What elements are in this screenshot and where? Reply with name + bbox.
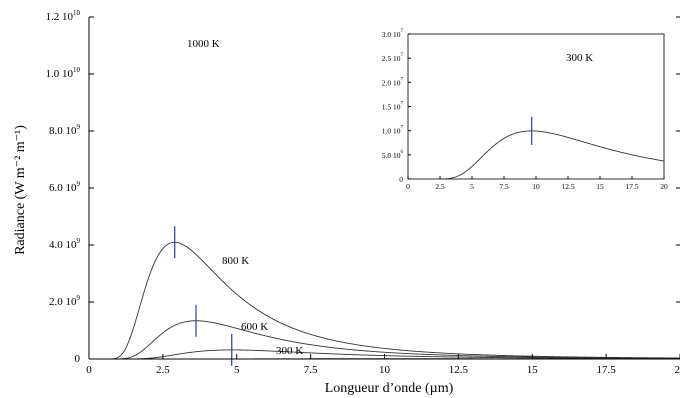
main-y-tick-label: 2.0 109 xyxy=(49,294,81,308)
inset-y-tick-label: 1.5 107 xyxy=(382,102,404,112)
main-x-tick-label: 10 xyxy=(379,364,391,376)
main-x-tick-label: 12.5 xyxy=(449,364,469,376)
main-label-1000-k: 1000 K xyxy=(187,38,220,50)
main-x-tick-label: 17.5 xyxy=(597,364,617,376)
inset-x-tick-label: 20 xyxy=(660,182,668,191)
main-curve-600-k xyxy=(90,349,680,360)
main-y-tick-label: 1.2 1010 xyxy=(46,9,81,23)
main-plot: 0 2.5 5 7.5 10 12.5 15 17.5 20 0 2.0 109 4.0 109 6.… xyxy=(13,9,680,396)
inset-curve-300-k xyxy=(408,130,665,180)
inset-plot: 0 2.5 5 7.5 10 12.5 15 17.5 20 0 5.0 106 1.0 107 1.… xyxy=(382,29,668,191)
inset-label-300-k: 300 K xyxy=(566,52,593,64)
inset-y-tick-label: 0 xyxy=(399,175,403,184)
main-y-ticks: 0 2.0 109 4.0 109 6.0 109 8.0 109 1.0 1010 1.2… xyxy=(46,9,680,365)
inset-x-tick-label: 17.5 xyxy=(625,182,638,191)
main-label-600-k: 600 K xyxy=(241,321,268,333)
main-x-tick-label: 0 xyxy=(86,364,92,376)
inset-curve-labels: 300 K xyxy=(566,52,593,64)
main-y-tick-label: 6.0 109 xyxy=(49,180,81,194)
inset-x-tick-label: 7.5 xyxy=(499,182,509,191)
main-x-tick-label: 15 xyxy=(527,364,539,376)
main-label-800-k: 800 K xyxy=(222,255,249,267)
inset-y-tick-label: 2.5 107 xyxy=(382,53,404,63)
inset-curves xyxy=(408,130,665,180)
main-peak-markers xyxy=(174,226,233,366)
main-x-ticks: 0 2.5 5 7.5 10 12.5 15 17.5 20 xyxy=(86,354,680,376)
main-y-tick-label: 1.0 1010 xyxy=(46,66,81,80)
inset-frame xyxy=(407,33,665,180)
main-x-tick-label: 7.5 xyxy=(304,364,318,376)
inset-x-tick-label: 15 xyxy=(596,182,604,191)
inset-y-tick-label: 2.0 107 xyxy=(382,77,404,87)
main-x-tick-label: 5 xyxy=(234,364,240,376)
main-y-tick-label: 8.0 109 xyxy=(49,123,81,137)
main-y-tick-label: 0 xyxy=(75,353,81,365)
y-axis-title: Radiance (W m⁻² m⁻¹) xyxy=(13,125,28,255)
inset-x-tick-label: 2.5 xyxy=(435,182,445,191)
main-y-tick-label: 4.0 109 xyxy=(49,237,81,251)
main-curve-800-k xyxy=(90,320,680,360)
main-label-300-k: 300 K xyxy=(276,345,303,357)
main-curves xyxy=(90,241,680,360)
x-axis-title: Longueur d’onde (µm) xyxy=(325,381,454,396)
inset-x-tick-label: 12.5 xyxy=(561,182,574,191)
inset-x-tick-label: 10 xyxy=(532,182,540,191)
inset-y-ticks: 0 5.0 106 1.0 107 1.5 107 2.0 107 2.5 107 3.0 … xyxy=(382,29,411,184)
main-x-tick-label: 20 xyxy=(675,364,680,376)
main-x-tick-label: 2.5 xyxy=(156,364,170,376)
inset-x-ticks: 0 2.5 5 7.5 10 12.5 15 17.5 20 xyxy=(406,176,668,191)
main-curve-labels: 1000 K 800 K 600 K 300 K xyxy=(187,38,303,357)
inset-x-tick-label: 0 xyxy=(406,182,410,191)
inset-y-tick-label: 1.0 107 xyxy=(382,126,404,136)
inset-y-tick-label: 3.0 107 xyxy=(382,29,404,39)
main-curve-1000-k xyxy=(90,241,680,360)
inset-y-tick-label: 5.0 106 xyxy=(382,150,404,160)
inset-x-tick-label: 5 xyxy=(470,182,474,191)
